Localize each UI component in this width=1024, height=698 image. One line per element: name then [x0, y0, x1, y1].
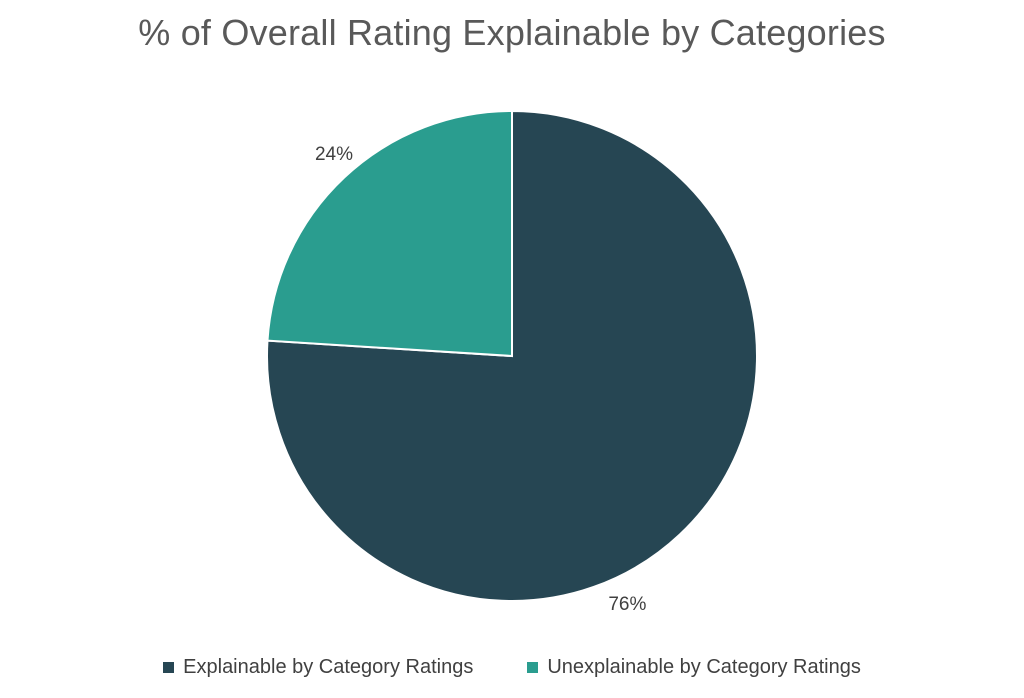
legend-item-explainable: Explainable by Category Ratings [163, 656, 473, 679]
legend-label-explainable: Explainable by Category Ratings [183, 656, 474, 678]
pie-data-labels: 76% 24% [315, 144, 646, 615]
data-label-unexplainable: 24% [315, 144, 353, 165]
legend: Explainable by Category Ratings Unexplai… [0, 656, 1024, 679]
chart-title: % of Overall Rating Explainable by Categ… [138, 12, 886, 53]
data-label-explainable: 76% [608, 594, 646, 615]
pie-slice-explainable [266, 109, 758, 602]
pie-slices [266, 109, 758, 602]
legend-swatch-explainable [163, 662, 175, 673]
legend-item-unexplainable: Unexplainable by Category Ratings [527, 656, 861, 679]
pie-slice-unexplainable [266, 109, 513, 358]
legend-label-unexplainable: Unexplainable by Category Ratings [547, 656, 861, 678]
legend-swatch-unexplainable [527, 662, 539, 673]
